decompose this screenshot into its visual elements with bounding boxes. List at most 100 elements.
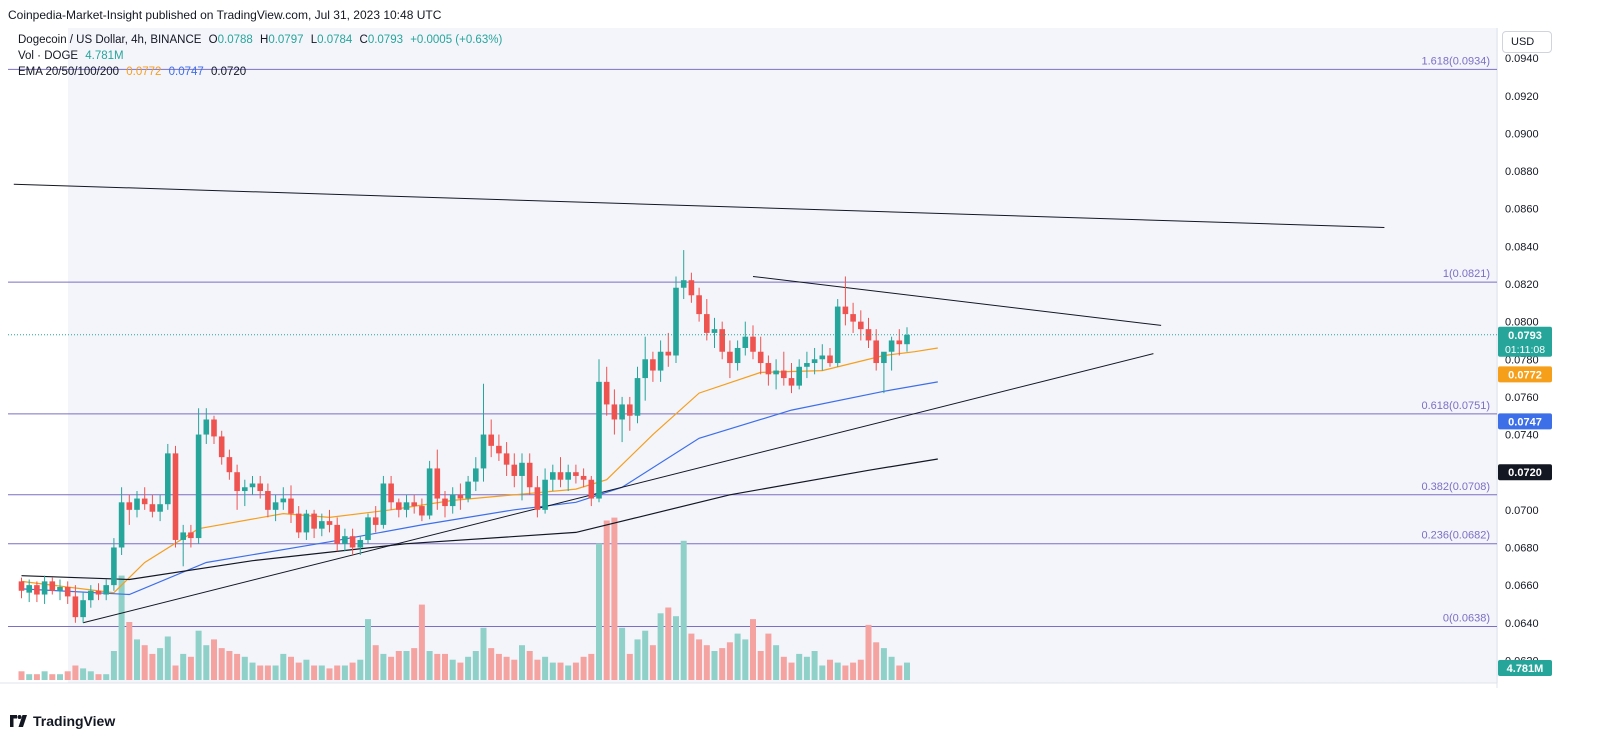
candle-body <box>904 334 910 345</box>
volume-bar <box>765 633 772 680</box>
candle-body <box>141 498 148 505</box>
volume-bar <box>164 636 171 680</box>
candle-body <box>603 381 610 405</box>
price-badge-label: 0.0747 <box>1508 416 1542 428</box>
currency-button[interactable]: USD <box>1502 31 1552 53</box>
price-tick-label: 0.0900 <box>1505 128 1539 140</box>
volume-bar <box>726 642 733 680</box>
volume-bar <box>888 656 895 680</box>
volume-bar <box>195 630 202 680</box>
volume-bar <box>827 659 833 680</box>
candle-body <box>865 329 872 341</box>
chart-frame[interactable]: 1.618(0.0934) 1(0.0821) 0.618(0.0751) 0.382… <box>0 28 1560 703</box>
volume-bar <box>211 639 217 680</box>
price-axis[interactable]: 0.06200.06400.06600.06800.07000.07200.07… <box>1505 53 1539 667</box>
candle-body <box>442 498 448 507</box>
candle-body <box>272 502 279 510</box>
trendlines[interactable] <box>13 183 1385 624</box>
price-tick-label: 0.0880 <box>1505 166 1539 178</box>
candle-body <box>288 498 294 514</box>
volume-bar <box>657 613 664 680</box>
candle-body <box>488 434 494 446</box>
candle-body <box>357 539 364 548</box>
volume-bar <box>110 651 117 680</box>
candle-body <box>426 468 433 516</box>
candle-body <box>719 329 725 352</box>
volume-bar <box>472 651 479 680</box>
price-badge-label: 0.0793 <box>1508 330 1542 342</box>
price-tick-label: 0.0740 <box>1505 430 1539 442</box>
volume-label[interactable]: Vol · DOGE <box>18 50 79 62</box>
candle-body <box>534 487 541 510</box>
volume-bar <box>904 662 910 680</box>
price-badge-label: 0.0720 <box>1508 467 1542 479</box>
price-tick-label: 0.0800 <box>1505 317 1539 329</box>
candle-body <box>850 314 856 322</box>
fib-level-label: 0(0.0638) <box>1443 613 1490 625</box>
candle-body <box>734 347 741 364</box>
candle-body <box>496 445 502 454</box>
price-badges: 0.0793 01:11:08 0.0772 0.0747 0.0720 4.781M <box>1498 326 1552 676</box>
ohlc-open: O0.0788 <box>208 34 253 46</box>
candle-body <box>727 351 733 364</box>
volume-bar <box>865 624 872 680</box>
candle-body <box>342 536 348 544</box>
volume-bar <box>580 656 587 680</box>
candle-body <box>711 329 718 333</box>
volume-bar <box>57 674 63 680</box>
volume-bar <box>365 619 371 680</box>
volume-bar <box>688 633 695 680</box>
candle-body <box>888 340 895 352</box>
tradingview-logo[interactable]: TradingView <box>10 713 115 729</box>
volume-bar <box>295 662 302 680</box>
price-tick-label: 0.0920 <box>1505 91 1539 103</box>
candle-body <box>573 472 579 476</box>
volume-bar <box>511 659 518 680</box>
volume-bar <box>788 662 795 680</box>
candle-body <box>673 287 679 356</box>
candle-body <box>765 363 772 375</box>
candle-body <box>234 472 240 492</box>
tradingview-logo-icon <box>10 715 27 727</box>
candle-body <box>819 355 826 360</box>
candle-body <box>72 596 79 618</box>
fibonacci-levels[interactable]: 1.618(0.0934) 1(0.0821) 0.618(0.0751) 0.382… <box>8 55 1497 628</box>
candle-body <box>842 306 849 315</box>
volume-bar <box>449 659 456 680</box>
candlesticks <box>18 250 910 623</box>
volume-bar <box>26 674 33 680</box>
candle-body <box>34 585 40 595</box>
volume-bar <box>811 651 818 680</box>
candle-body <box>619 404 625 420</box>
plot-background-left <box>0 28 68 683</box>
symbol-title[interactable]: Dogecoin / US Dollar, 4h, BINANCE <box>18 34 202 46</box>
price-badge-label: 0.0772 <box>1508 369 1542 381</box>
volume-bar <box>734 633 741 680</box>
price-chart[interactable]: 1.618(0.0934) 1(0.0821) 0.618(0.0751) 0.382… <box>0 28 1560 703</box>
candle-body <box>334 524 340 544</box>
candle-body <box>303 513 310 533</box>
volume-bar <box>557 662 564 680</box>
price-badge <box>1498 326 1552 357</box>
volume-bar <box>750 619 756 680</box>
fib-level-label: 0.382(0.0708) <box>1422 481 1491 493</box>
candle-body <box>634 378 641 416</box>
volume-bar <box>334 665 341 680</box>
volume-bar <box>442 653 448 680</box>
candle-body <box>457 494 464 499</box>
candle-body <box>580 475 587 480</box>
volume-bar <box>33 674 40 680</box>
volume-bar <box>773 645 780 680</box>
volume-bar <box>526 651 533 680</box>
tradingview-brand: TradingView <box>33 713 116 729</box>
candle-body <box>165 453 171 505</box>
volume-bar <box>673 616 679 680</box>
volume-bar <box>857 659 864 680</box>
ohlc-low: L0.0784 <box>310 34 353 46</box>
volume-bar <box>757 651 764 680</box>
volume-value: 4.781M <box>85 50 124 62</box>
ema-label[interactable]: EMA 20/50/100/200 <box>18 66 120 78</box>
volume-bar <box>187 656 194 680</box>
volume-bar <box>542 656 549 680</box>
candle-body <box>596 381 602 499</box>
